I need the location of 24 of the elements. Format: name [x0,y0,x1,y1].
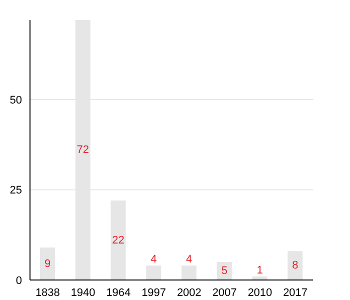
bar [40,248,55,280]
x-tick-label: 1838 [35,286,60,299]
bar [110,200,126,280]
data-label: 5 [221,264,228,277]
x-tick-label: 2017 [283,286,308,299]
data-label: 1 [256,264,263,276]
y-tick-label: 50 [10,94,22,106]
bar [182,266,196,280]
x-tick-label: 2002 [176,286,202,299]
x-tick-label: 1940 [70,286,96,299]
x-tick-label: 2007 [212,286,237,299]
x-tick-label: 1997 [142,286,166,299]
y-tick-label: 0 [16,274,22,287]
bar [288,251,303,280]
y-tick-label: 25 [10,184,22,197]
data-label: 72 [76,144,89,156]
bar [146,266,162,280]
data-label: 8 [292,260,298,272]
x-tick-label: 2010 [248,286,272,299]
data-label: 4 [186,254,192,266]
data-label: 9 [44,258,51,270]
data-label: 4 [150,254,157,266]
x-tick-label: 1964 [106,286,131,299]
data-label: 22 [112,234,124,246]
